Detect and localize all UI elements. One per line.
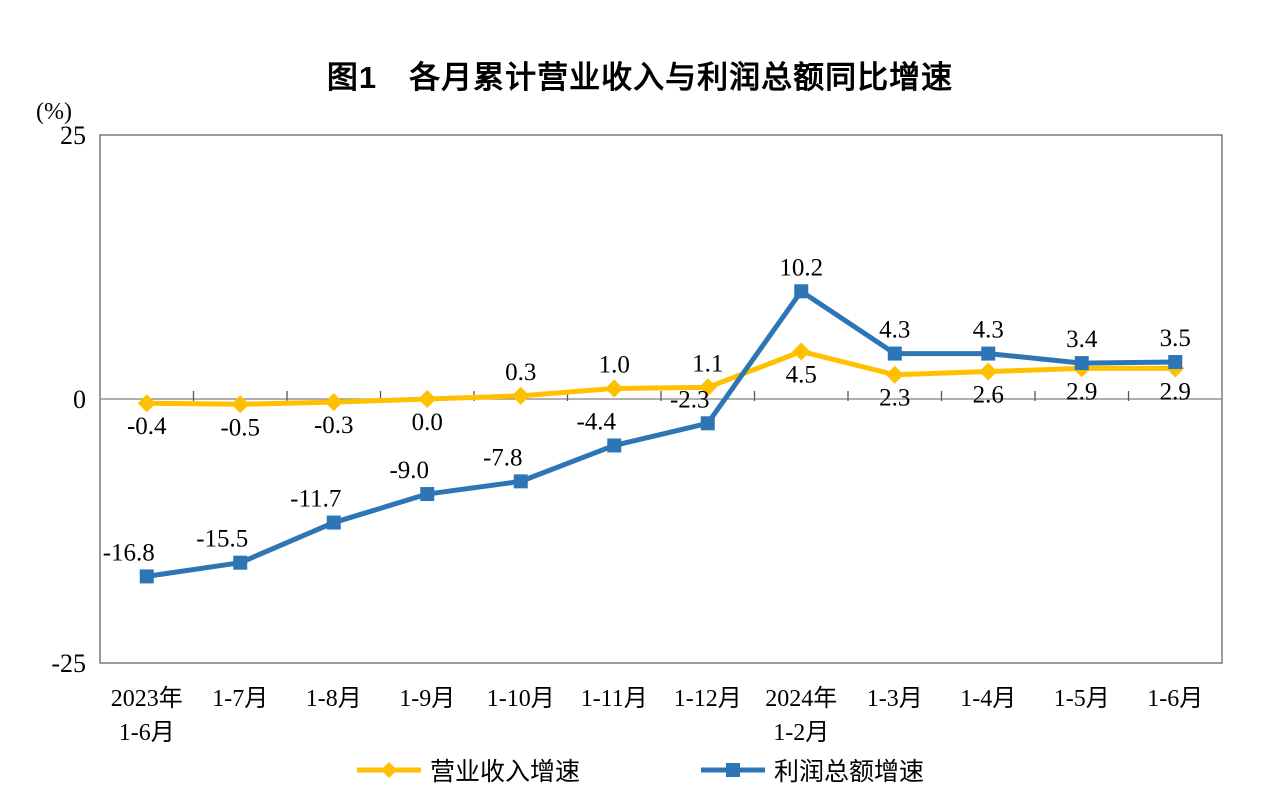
x-axis-label: 2023年 bbox=[111, 685, 183, 712]
revenue-data-label: 0.3 bbox=[505, 359, 536, 386]
profit-data-point-marker bbox=[326, 515, 341, 530]
profit-data-label: -4.4 bbox=[576, 408, 616, 435]
x-axis-label: 1-8月 bbox=[306, 686, 362, 712]
revenue-data-point-marker bbox=[979, 362, 998, 381]
revenue-line-marker-icon bbox=[356, 762, 421, 778]
revenue-data-label: 1.1 bbox=[692, 350, 723, 377]
x-axis-label: 1-7月 bbox=[212, 686, 268, 712]
profit-data-label: -15.5 bbox=[196, 526, 248, 553]
profit-data-label: -7.8 bbox=[483, 444, 523, 471]
revenue-data-point-marker bbox=[511, 386, 530, 405]
x-axis-label: 1-6月 bbox=[1147, 686, 1203, 712]
profit-data-label: 4.3 bbox=[973, 317, 1004, 344]
revenue-data-point-marker bbox=[231, 395, 250, 414]
revenue-data-point-marker bbox=[324, 393, 343, 412]
x-axis-label: 1-4月 bbox=[960, 686, 1016, 712]
revenue-data-label: 4.5 bbox=[786, 361, 817, 388]
x-axis-label: 1-12月 bbox=[674, 686, 742, 712]
profit-data-point-marker bbox=[420, 487, 435, 502]
revenue-data-label: -0.5 bbox=[220, 414, 260, 441]
profit-line-marker-icon bbox=[701, 763, 765, 777]
revenue-data-label: 2.9 bbox=[1160, 378, 1191, 405]
legend-item-revenue: 营业收入增速 bbox=[356, 752, 580, 788]
chart-title: 图1 各月累计营业收入与利润总额同比增速 bbox=[326, 60, 954, 95]
profit-data-point-marker bbox=[1168, 355, 1183, 370]
x-axis-label: 1-3月 bbox=[867, 686, 923, 712]
revenue-data-point-marker bbox=[137, 394, 156, 413]
x-axis-label: 1-11月 bbox=[581, 686, 648, 712]
profit-data-label: 3.4 bbox=[1066, 326, 1098, 353]
revenue-data-label: 2.3 bbox=[879, 385, 910, 412]
x-axis-label: 1-2月 bbox=[773, 720, 829, 746]
profit-data-label: 10.2 bbox=[779, 254, 823, 281]
legend-label-revenue: 营业收入增速 bbox=[429, 759, 580, 786]
y-axis-unit-label: (%) bbox=[36, 99, 72, 125]
profit-data-point-marker bbox=[607, 438, 622, 453]
revenue-data-label: 0.0 bbox=[412, 409, 443, 436]
revenue-data-label: 2.9 bbox=[1066, 378, 1097, 405]
revenue-data-label: 1.0 bbox=[599, 351, 630, 378]
x-axis-label: 1-6月 bbox=[119, 720, 175, 746]
profit-data-point-marker bbox=[794, 284, 809, 299]
revenue-data-point-marker bbox=[698, 378, 717, 397]
profit-data-point-marker bbox=[1074, 356, 1089, 371]
x-axis-label: 1-10月 bbox=[487, 686, 555, 712]
profit-data-label: -9.0 bbox=[389, 457, 429, 484]
revenue-data-point-marker bbox=[885, 365, 904, 384]
legend: 营业收入增速 利润总额增速 bbox=[0, 752, 1280, 788]
profit-data-point-marker bbox=[139, 569, 154, 584]
profit-data-label: 4.3 bbox=[879, 317, 910, 344]
revenue-series-line bbox=[144, 348, 1178, 407]
profit-data-label: -2.3 bbox=[670, 386, 710, 413]
y-axis-tick-label: 0 bbox=[73, 385, 86, 414]
profit-data-point-marker bbox=[513, 474, 528, 489]
y-axis-tick-label: 25 bbox=[60, 121, 86, 150]
profit-data-point-marker bbox=[700, 416, 715, 431]
profit-series-line bbox=[144, 288, 1178, 579]
legend-item-profit: 利润总额增速 bbox=[700, 752, 924, 788]
profit-data-label: 3.5 bbox=[1160, 325, 1191, 352]
profit-data-point-marker bbox=[981, 346, 996, 361]
revenue-data-point-marker bbox=[792, 342, 811, 361]
revenue-data-label: 2.6 bbox=[973, 382, 1004, 409]
legend-label-profit: 利润总额增速 bbox=[774, 759, 925, 786]
x-axis-label: 1-9月 bbox=[399, 686, 455, 712]
y-axis-tick-label: -25 bbox=[51, 649, 86, 678]
x-axis-label: 1-5月 bbox=[1054, 686, 1110, 712]
revenue-data-label: -0.4 bbox=[127, 413, 167, 440]
revenue-data-label: -0.3 bbox=[314, 412, 354, 439]
revenue-data-point-marker bbox=[418, 390, 437, 408]
x-axis-label: 2024年 bbox=[765, 685, 837, 712]
profit-data-label: -16.8 bbox=[103, 539, 155, 566]
revenue-data-point-marker bbox=[605, 379, 624, 398]
profit-data-point-marker bbox=[233, 555, 248, 570]
profit-data-label: -11.7 bbox=[290, 486, 341, 513]
profit-data-point-marker bbox=[887, 346, 902, 361]
